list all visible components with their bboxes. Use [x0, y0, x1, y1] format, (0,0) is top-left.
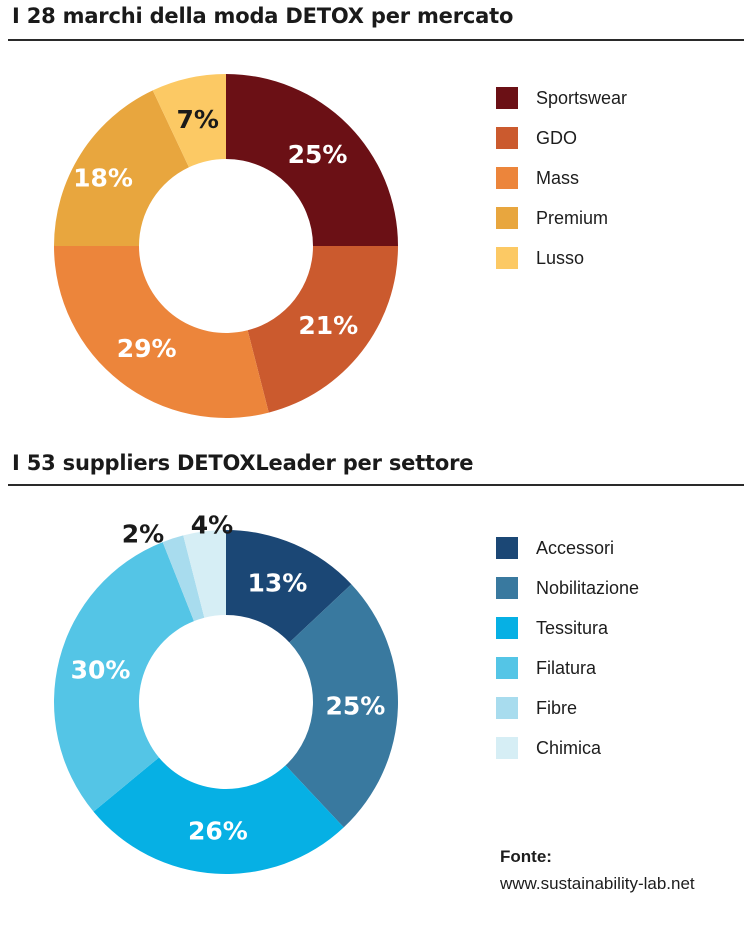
legend-swatch — [496, 657, 518, 679]
title-rule — [8, 484, 744, 486]
donut-slice-chimica — [183, 530, 226, 618]
donut-chart-suppliers: 13% 25% 26% 30% 2% 4% — [54, 511, 399, 874]
donut-slice-filatura — [54, 542, 194, 812]
legend-label: Chimica — [536, 737, 602, 758]
legend-label: Nobilitazione — [536, 577, 640, 598]
legend-item-chimica: Chimica — [496, 728, 639, 768]
slice-label-lusso: 7% — [177, 105, 219, 134]
legend-label: Sportswear — [536, 87, 628, 108]
source-url: www.sustainability-lab.net — [500, 874, 695, 893]
donut-slice-gdo — [247, 246, 398, 413]
donut-slice-accessori — [226, 530, 352, 643]
legend-item-premium: Premium — [496, 198, 627, 238]
donut-slice-lusso — [152, 74, 226, 168]
donut-slice-premium — [54, 90, 189, 246]
slice-label-nobilitazione: 25% — [326, 692, 386, 721]
title-rule — [8, 39, 744, 41]
legend-label: Filatura — [536, 657, 597, 678]
legend-label: Lusso — [536, 247, 585, 268]
legend-swatch — [496, 737, 518, 759]
legend-item-lusso: Lusso — [496, 238, 627, 278]
legend-swatch — [496, 127, 518, 149]
legend-label: Accessori — [536, 537, 615, 558]
donut-slice-mass — [54, 246, 269, 419]
legend-swatch — [496, 537, 518, 559]
legend-swatch — [496, 577, 518, 599]
legend-label: Premium — [536, 207, 609, 228]
legend-item-accessori: Accessori — [496, 528, 639, 568]
slice-label-accessori: 13% — [248, 569, 308, 598]
slice-label-fibre: 2% — [122, 520, 164, 549]
legend-swatch — [496, 167, 518, 189]
legend-label: GDO — [536, 127, 578, 148]
slice-label-gdo: 21% — [298, 311, 358, 340]
legend-item-nobilitazione: Nobilitazione — [496, 568, 639, 608]
slice-label-sportswear: 25% — [288, 140, 348, 169]
slice-label-tessitura: 26% — [188, 817, 248, 846]
legend-item-mass: Mass — [496, 158, 627, 198]
legend-swatch — [496, 617, 518, 639]
donut-slice-tessitura — [93, 757, 344, 874]
slice-label-chimica: 4% — [191, 511, 233, 540]
slice-label-filatura: 30% — [71, 655, 131, 684]
legend-swatch — [496, 87, 518, 109]
legend-swatch — [496, 207, 518, 229]
donut-slice-nobilitazione — [285, 584, 399, 828]
donut-slice-sportswear — [226, 74, 398, 246]
slice-label-premium: 18% — [73, 164, 133, 193]
chart-title-suppliers: I 53 suppliers DETOXLeader per settore — [12, 451, 474, 475]
legend-label: Fibre — [536, 697, 578, 718]
legend-item-filatura: Filatura — [496, 648, 639, 688]
legend-swatch — [496, 697, 518, 719]
legend-item-tessitura: Tessitura — [496, 608, 639, 648]
legend-item-sportswear: Sportswear — [496, 78, 627, 118]
legend-label: Mass — [536, 167, 580, 188]
legend-label: Tessitura — [536, 617, 609, 638]
source-heading: Fonte: — [500, 847, 552, 866]
legend-item-gdo: GDO — [496, 118, 627, 158]
donut-chart-markets: 25% 21% 29% 18% 7% — [54, 74, 398, 419]
donut-slice-fibre — [162, 535, 205, 622]
legend-item-fibre: Fibre — [496, 688, 639, 728]
legend-suppliers: Accessori Nobilitazione Tessitura Filatura F… — [496, 528, 639, 768]
legend-swatch — [496, 247, 518, 269]
slice-label-mass: 29% — [117, 334, 177, 363]
chart-title-markets: I 28 marchi della moda DETOX per mercato — [12, 4, 514, 28]
source-note: Fonte: www.sustainability-lab.net — [500, 843, 695, 897]
legend-markets: Sportswear GDO Mass Premium Lusso — [496, 78, 627, 278]
